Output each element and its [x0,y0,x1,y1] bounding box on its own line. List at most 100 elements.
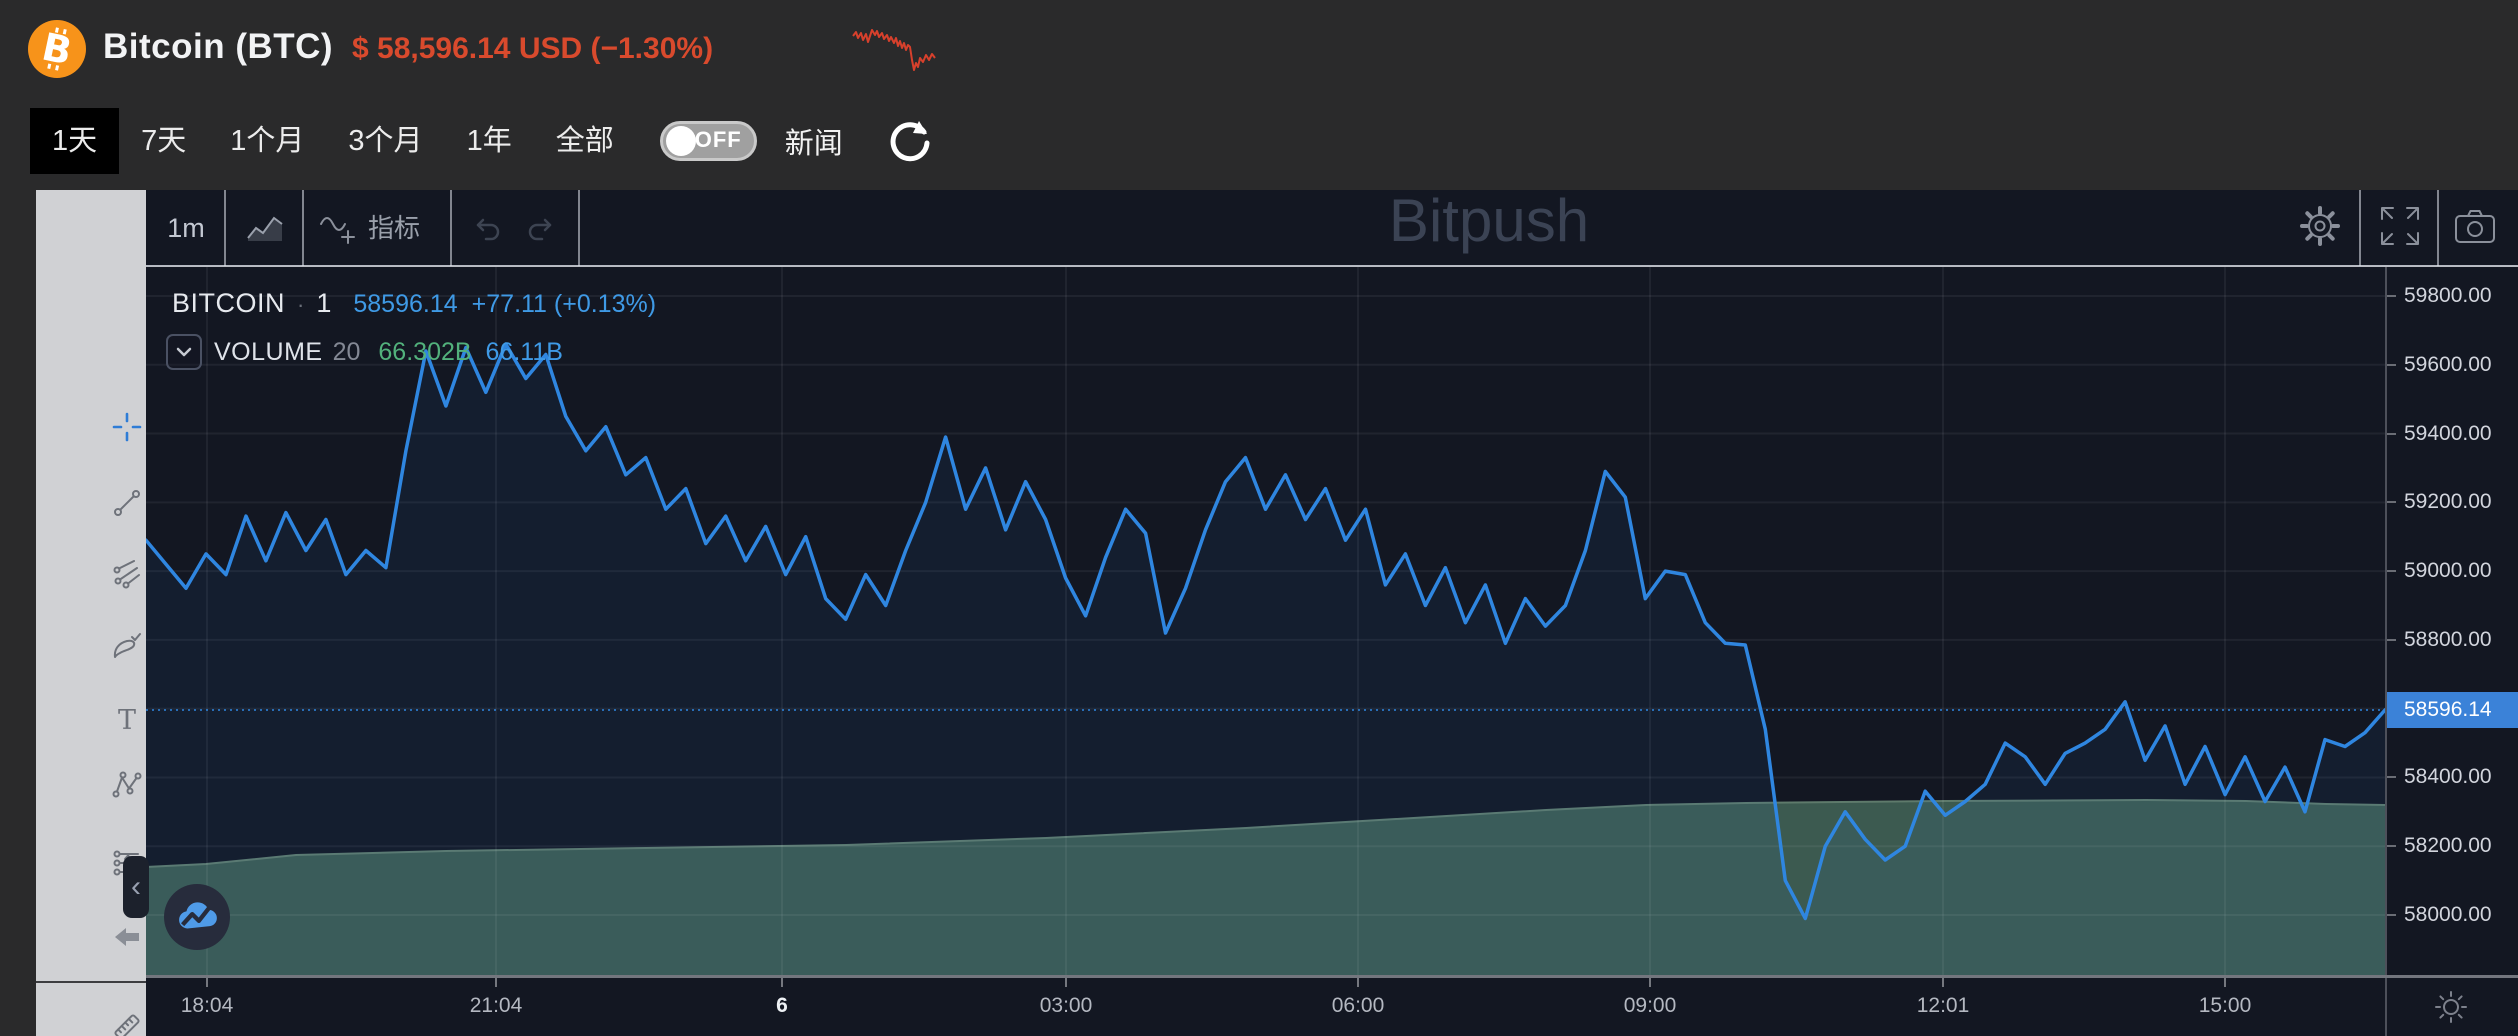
toolbar-separator [450,190,452,266]
time-tick [1942,978,1944,987]
ruler-icon[interactable] [110,1010,144,1036]
volume-length: 20 [332,337,361,366]
legend-separator: · [297,292,305,317]
range-tabbar: 1天 7天 1个月 3个月 1年 全部 OFF 新闻 [30,108,935,174]
legend-interval: 1 [316,288,332,318]
range-tab-all[interactable]: 全部 [555,125,614,157]
svg-text:T: T [118,705,136,736]
text-tool-icon[interactable]: T [110,703,144,737]
volume-value: 66.11B [485,337,563,366]
symbol-legend: BITCOIN · 1 58596.14 +77.11 (+0.13%) [172,288,656,319]
price-axis[interactable]: 58596.14 59800.00 59600.00 59400.00 59200.0… [2385,267,2518,975]
refresh-icon[interactable] [885,116,935,166]
price-tick [2387,638,2396,641]
pitchfork-icon[interactable] [110,556,144,590]
price-tick [2387,501,2396,504]
redo-icon[interactable] [522,210,558,246]
time-axis-label: 18:04 [180,994,234,1017]
volume-ma-value: 66.302B [378,337,472,366]
price-axis-label: 59000.00 [2387,557,2492,585]
toolbar-separator [302,190,304,266]
undo-icon[interactable] [470,210,506,246]
time-tick [2224,978,2226,987]
volume-label: VOLUME [214,337,323,366]
range-tab-3mo[interactable]: 3个月 [348,125,423,157]
price-tick [2387,776,2396,779]
toolbar-collapse-handle[interactable]: ‹ [123,856,149,918]
news-toggle[interactable]: OFF [659,121,757,161]
time-axis[interactable]: 18:04 21:04 6 03:00 06:00 09:00 12:01 15:00 [146,975,2518,1036]
time-tick [1649,978,1651,987]
time-tick [495,978,497,987]
price-axis-label: 58200.00 [2387,832,2492,860]
time-axis-label: 21:04 [469,994,523,1017]
price-tick [2387,295,2396,297]
toggle-knob-icon [665,126,696,156]
brush-icon[interactable] [110,630,144,664]
price-tick [2387,845,2396,848]
chevron-down-icon[interactable] [166,334,202,370]
camera-icon[interactable] [2452,205,2498,247]
toolbar-separator [224,190,226,266]
fullscreen-icon[interactable] [2378,204,2422,248]
price-axis-label: 59600.00 [2387,351,2492,379]
bitpush-watermark: Bitpush [1388,187,1590,254]
toolbar-separator [2359,190,2361,266]
toolbar-bottom-border [146,265,2518,267]
time-tick [206,978,208,987]
time-tick [1357,978,1359,987]
bitpush-chart-logo[interactable] [164,884,230,950]
price-axis-label: 59200.00 [2387,488,2492,516]
toolbar-separator [578,190,580,266]
legend-price: 58596.14 [353,290,458,318]
indicators-button[interactable]: 指标 [316,206,420,250]
indicator-wave-icon [320,217,355,244]
range-tab-1d[interactable]: 1天 [30,108,120,174]
time-tick [1065,978,1067,987]
price-chart-pane[interactable] [144,267,2387,976]
time-axis-label: 06:00 [1331,994,1385,1017]
price-axis-label: 58000.00 [2387,901,2492,929]
interval-button[interactable]: 1m [167,213,205,243]
trend-line-icon[interactable] [110,486,144,520]
crosshair-icon[interactable] [110,410,144,444]
bitcoin-b-glyph: B [38,24,75,73]
time-tick [781,978,783,987]
price-axis-label: 59400.00 [2387,420,2492,448]
price-summary: $ 58,596.14 USD (−1.30%) [352,32,714,65]
toggle-state-label: OFF [694,127,742,152]
arrow-left-icon[interactable] [110,920,144,954]
theme-sun-icon[interactable] [2432,988,2470,1026]
range-tab-1y[interactable]: 1年 [466,125,512,157]
price-tick [2387,432,2396,435]
price-axis-label: 59800.00 [2387,282,2492,310]
chart-toolbar [146,190,2518,266]
news-label: 新闻 [784,128,843,160]
page-title: Bitcoin (BTC) [103,27,334,66]
volume-legend: VOLUME 20 66.302B 66.11B [166,334,563,370]
range-tabs: 1天 7天 1个月 3个月 1年 全部 [30,108,636,174]
price-tick [2387,363,2396,366]
xabcd-pattern-icon[interactable] [110,768,144,802]
axis-corner-divider [2385,978,2387,1036]
legend-change: +77.11 (+0.13%) [471,290,657,318]
time-axis-label: 6 [776,994,788,1017]
price-tick [2387,570,2396,573]
indicators-label: 指标 [368,213,421,243]
price-sparkline [852,29,936,71]
time-axis-label: 15:00 [2198,994,2252,1017]
range-tab-7d[interactable]: 7天 [141,125,187,157]
bitcoin-logo-icon: B [28,20,86,78]
time-axis-label: 09:00 [1623,994,1677,1017]
chart-type-icon[interactable] [242,208,288,248]
price-axis-label: 58400.00 [2387,763,2492,791]
price-chart-svg [144,267,2387,976]
gear-icon[interactable] [2298,204,2342,248]
time-axis-label: 03:00 [1039,994,1093,1017]
cloud-chart-icon [179,902,217,929]
price-tick [2387,914,2396,916]
price-axis-label: 58800.00 [2387,626,2492,654]
legend-symbol: BITCOIN [172,288,286,318]
range-tab-1mo[interactable]: 1个月 [230,125,305,157]
